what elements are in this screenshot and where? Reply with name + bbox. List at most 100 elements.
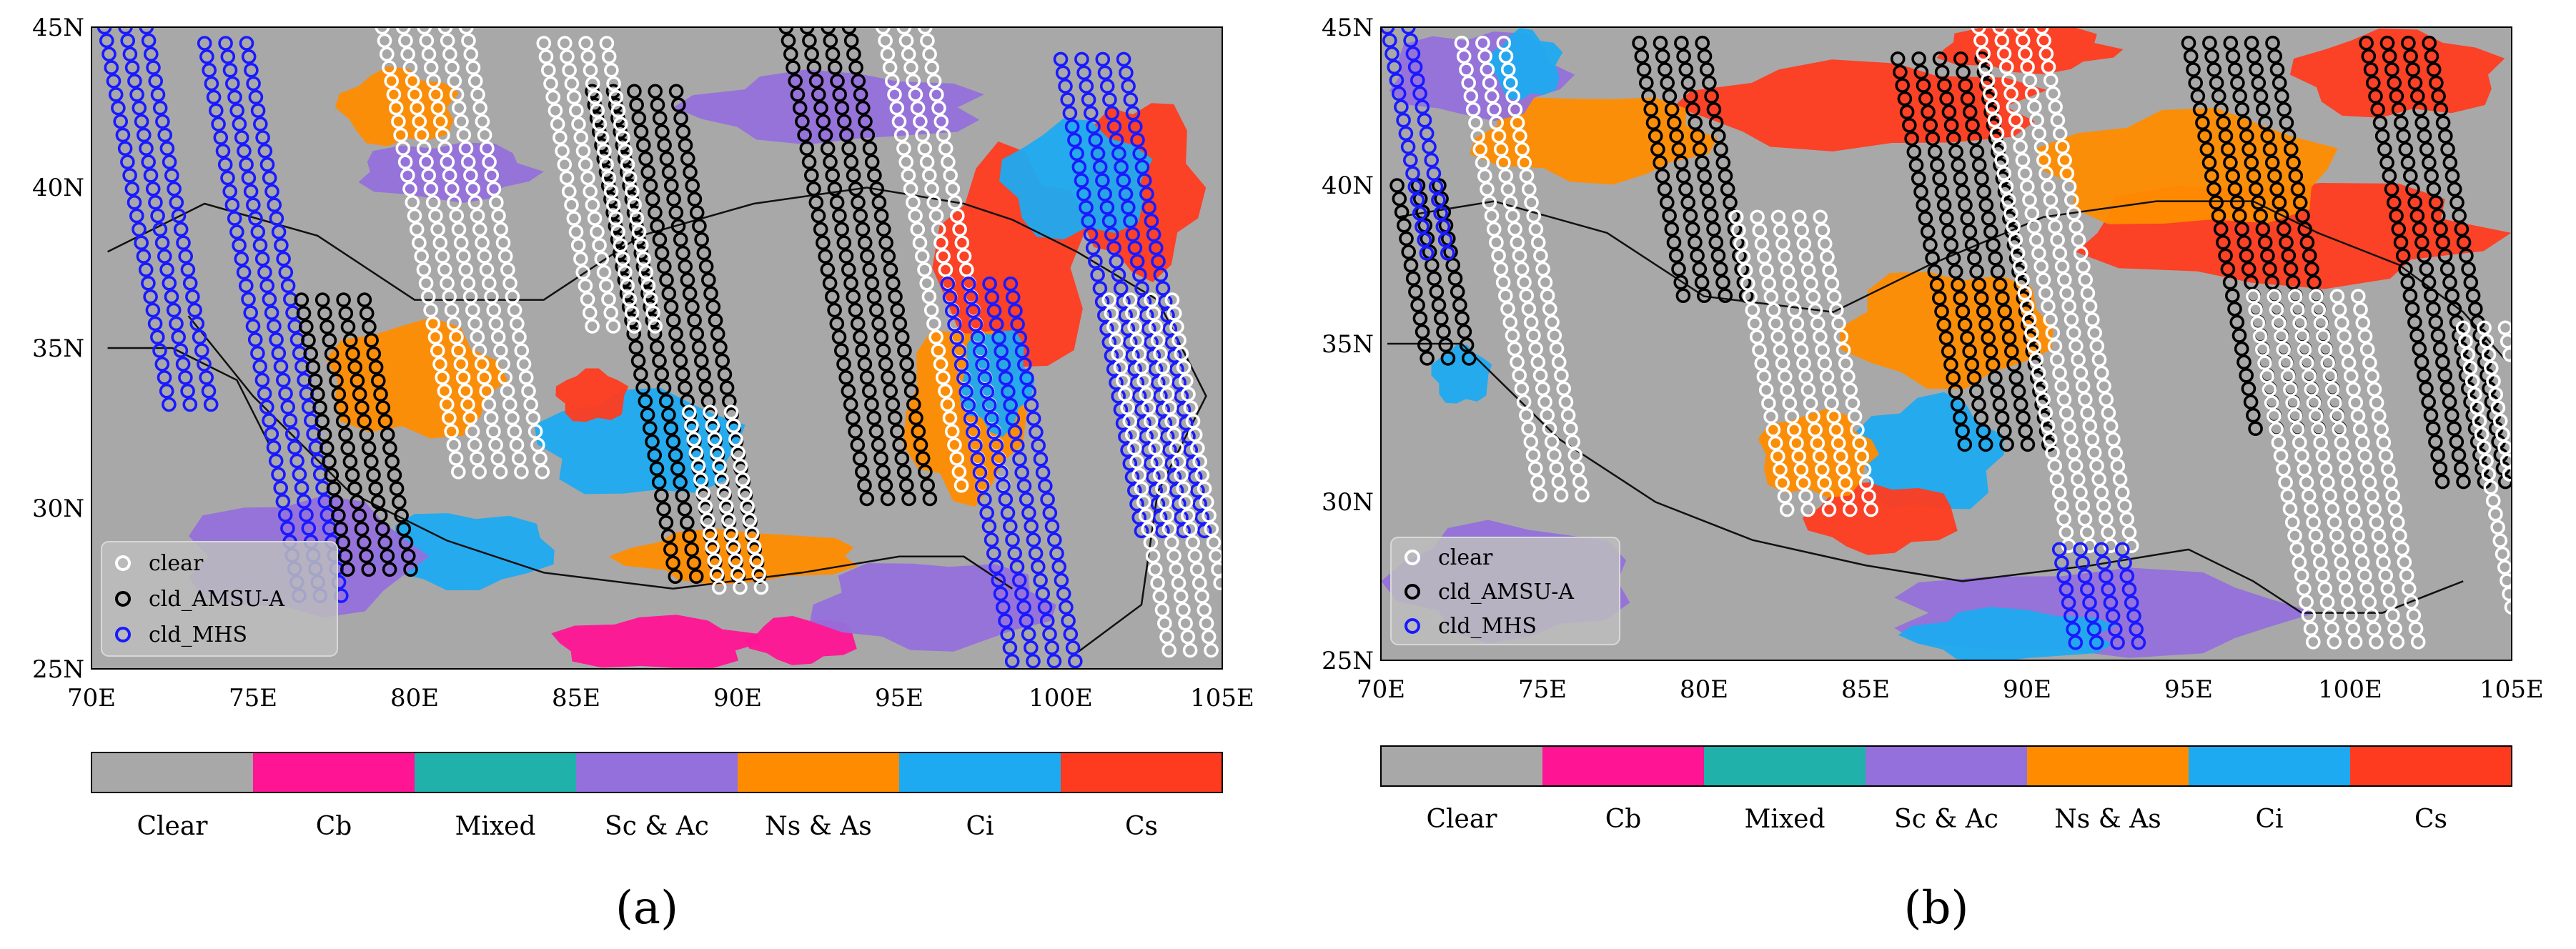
obs-point-clear: [1155, 359, 1170, 375]
obs-point-clear: [1120, 400, 1135, 415]
obs-point-amsu: [821, 27, 836, 35]
obs-point-amsu: [2389, 208, 2404, 224]
obs-point-mhs: [979, 505, 994, 521]
obs-point-amsu: [2429, 75, 2444, 91]
obs-point-mhs: [1192, 496, 1207, 512]
obs-point-amsu: [377, 414, 393, 429]
obs-point-amsu: [640, 407, 655, 422]
obs-point-amsu: [1946, 131, 1961, 146]
obs-point-clear: [2394, 541, 2409, 557]
obs-point-amsu: [2414, 115, 2429, 131]
obs-point-amsu: [633, 367, 648, 382]
colorbar-swatch: [253, 752, 415, 793]
obs-point-clear: [423, 302, 438, 318]
obs-point-amsu: [2424, 168, 2439, 184]
obs-point-amsu: [811, 87, 826, 102]
obs-point-mhs: [1109, 254, 1124, 269]
obs-point-mhs: [127, 194, 142, 210]
obs-point-clear: [1146, 427, 1161, 442]
obs-point-mhs: [1437, 232, 1453, 248]
obs-point-clear: [2017, 166, 2033, 181]
obs-point-mhs: [215, 144, 231, 159]
obs-point-amsu: [1943, 357, 1958, 372]
obs-point-clear: [578, 156, 593, 172]
obs-point-amsu: [1427, 271, 1442, 287]
obs-point-mhs: [1024, 519, 1039, 534]
obs-point-mhs: [254, 372, 270, 388]
obs-point-clear: [1805, 289, 1821, 304]
obs-point-clear: [947, 437, 962, 452]
colorbar-swatch: [1866, 746, 2027, 786]
obs-point-clear: [460, 154, 476, 169]
obs-point-amsu: [657, 137, 672, 153]
obs-point-clear: [1750, 209, 1765, 225]
obs-point-amsu: [675, 124, 691, 139]
obs-point-clear: [2357, 567, 2372, 583]
obs-point-clear: [2287, 528, 2302, 543]
obs-point-amsu: [2211, 89, 2226, 104]
obs-point-amsu: [2227, 62, 2243, 77]
obs-point-amsu: [2256, 101, 2271, 117]
obs-point-clear: [885, 74, 900, 89]
obs-point-mhs: [134, 114, 149, 129]
obs-point-amsu: [2404, 301, 2420, 317]
obs-point-clear: [1761, 276, 1777, 292]
obs-point-clear: [1820, 249, 1835, 264]
obs-point-amsu: [2297, 222, 2312, 237]
obs-point-clear: [2022, 73, 2038, 88]
obs-point-clear: [1821, 382, 1837, 398]
obs-point-amsu: [1675, 168, 1691, 184]
obs-point-clear: [910, 222, 926, 237]
obs-point-clear: [474, 357, 490, 372]
obs-point-amsu: [1455, 311, 1470, 326]
obs-point-amsu: [660, 528, 676, 544]
obs-point-amsu: [829, 194, 845, 210]
obs-point-amsu: [2241, 141, 2257, 157]
obs-point-clear: [633, 237, 649, 253]
obs-point-clear: [400, 46, 415, 61]
colorbar-swatch: [91, 752, 253, 793]
obs-point-mhs: [284, 426, 300, 442]
obs-point-amsu: [298, 319, 314, 334]
obs-point-mhs: [972, 464, 988, 480]
obs-point-clear: [2319, 595, 2335, 610]
obs-point-amsu: [1683, 208, 1698, 224]
obs-point-clear: [2064, 432, 2079, 447]
obs-point-mhs: [141, 275, 156, 291]
obs-point-clear: [472, 222, 487, 237]
obs-point-amsu: [340, 562, 355, 577]
obs-point-clear: [2022, 192, 2037, 208]
obs-point-mhs: [1134, 281, 1149, 296]
obs-point-amsu: [626, 326, 642, 342]
obs-point-amsu: [375, 521, 390, 537]
obs-point-amsu: [813, 222, 828, 237]
obs-point-clear: [571, 116, 586, 131]
obs-point-mhs: [141, 33, 157, 49]
obs-point-clear: [2269, 302, 2284, 317]
colorbar-label: Ci: [2255, 805, 2283, 834]
obs-point-amsu: [2432, 461, 2448, 476]
obs-point-clear: [1740, 276, 1755, 292]
obs-point-clear: [1134, 481, 1149, 497]
obs-point-clear: [1795, 475, 1811, 491]
obs-point-mhs: [1042, 505, 1058, 521]
obs-point-clear: [2322, 607, 2337, 623]
obs-point-amsu: [663, 178, 679, 194]
obs-point-mhs: [182, 275, 198, 291]
obs-point-clear: [2069, 219, 2084, 234]
obs-point-clear: [491, 208, 506, 224]
map-frame: [1380, 26, 2512, 661]
obs-point-mhs: [966, 424, 981, 439]
obs-point-clear: [1547, 328, 1562, 343]
obs-point-clear: [2015, 152, 2031, 168]
obs-point-amsu: [1710, 129, 1726, 144]
obs-point-clear: [1535, 381, 1550, 397]
obs-point-clear: [470, 208, 485, 224]
obs-point-mhs: [970, 330, 986, 345]
colorbar-label: Sc & Ac: [1894, 805, 1998, 834]
obs-point-clear: [2015, 33, 2031, 48]
obs-point-clear: [449, 87, 465, 102]
obs-point-amsu: [827, 302, 842, 318]
obs-point-mhs: [1012, 452, 1027, 467]
obs-point-clear: [2455, 320, 2471, 336]
